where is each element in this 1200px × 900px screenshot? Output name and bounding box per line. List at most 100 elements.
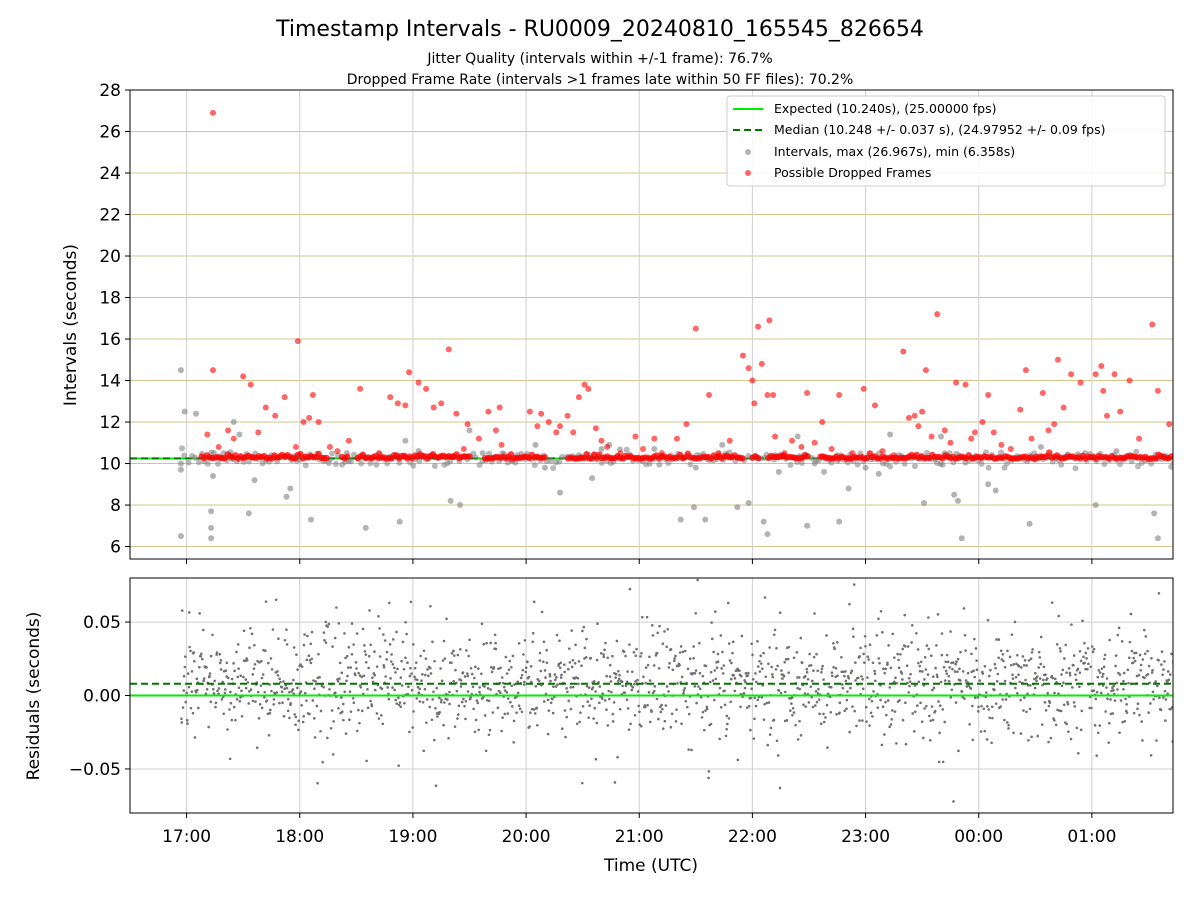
residual-point (983, 729, 987, 733)
residual-point (1162, 696, 1165, 699)
residual-point (1121, 720, 1124, 724)
residual-point (629, 722, 632, 726)
residual-point (1117, 626, 1121, 630)
interval-point (209, 472, 216, 479)
residual-point (431, 640, 434, 644)
residual-point (768, 646, 771, 649)
residual-point (234, 718, 237, 722)
residual-point (1027, 659, 1031, 662)
residual-point (917, 680, 921, 684)
dropped-frame-point (1111, 371, 1118, 378)
residual-point (607, 689, 611, 693)
residual-point (603, 698, 607, 702)
residual-point (754, 704, 758, 708)
residual-point (897, 666, 901, 670)
residual-point (442, 723, 445, 727)
residual-point (872, 690, 875, 693)
interval-point (702, 516, 709, 523)
residual-point (676, 682, 679, 685)
residual-point (845, 698, 849, 702)
residual-point (363, 650, 367, 653)
residual-point (628, 587, 632, 591)
residual-point (656, 631, 660, 635)
residual-point (692, 656, 695, 660)
residual-point (1072, 664, 1075, 667)
residual-point (797, 676, 801, 679)
residual-point (199, 652, 203, 656)
residual-point (244, 686, 248, 690)
residual-point (760, 696, 764, 699)
interval-point (1154, 535, 1161, 542)
residual-point (764, 675, 768, 678)
dropped-frame-point (745, 365, 752, 372)
residual-point (982, 707, 986, 711)
interval-point (447, 458, 454, 465)
residual-point (809, 663, 813, 667)
residual-point (729, 677, 733, 681)
residual-point (876, 706, 880, 709)
residual-point (369, 699, 372, 703)
residual-point (973, 675, 976, 679)
residual-point (593, 706, 597, 710)
dropped-frame-point (754, 454, 762, 462)
residual-point (750, 687, 754, 691)
residual-point (1139, 663, 1143, 667)
residual-point (408, 674, 412, 678)
residual-point (947, 674, 951, 678)
residual-point (701, 710, 705, 714)
residual-point (269, 657, 273, 660)
dropped-frame-point (953, 379, 960, 386)
dropped-frame-point (739, 455, 746, 462)
residual-point (517, 641, 521, 645)
residual-point (608, 663, 612, 667)
residual-point (483, 685, 486, 688)
residual-point (317, 652, 320, 656)
residual-point (508, 659, 512, 663)
residual-point (771, 675, 775, 679)
dropped-frame-point (1017, 406, 1024, 413)
dropped-frame-point (1174, 438, 1180, 444)
residual-point (1169, 707, 1172, 711)
residual-point (529, 680, 533, 684)
residual-point (849, 671, 853, 675)
residual-point (326, 736, 329, 740)
residual-point (354, 661, 358, 664)
residual-point (913, 684, 917, 687)
dropped-frame-point (496, 404, 503, 411)
residual-point (738, 669, 741, 672)
residual-point (352, 701, 356, 705)
residual-point (1084, 651, 1088, 655)
residual-point (705, 705, 709, 709)
residual-point (1024, 678, 1027, 682)
residual-point (942, 665, 946, 669)
residual-point (1159, 708, 1163, 712)
residual-point (511, 654, 515, 658)
residual-point (784, 658, 788, 661)
residual-point (1046, 677, 1049, 680)
residual-point (699, 695, 703, 699)
residual-point (929, 719, 932, 722)
residual-point (663, 719, 667, 723)
residual-point (580, 664, 583, 668)
dropped-frame-point (553, 429, 560, 436)
interval-point (192, 454, 199, 461)
dropped-frame-point (1046, 449, 1053, 456)
residual-point (239, 674, 243, 678)
residual-point (1054, 723, 1058, 727)
residual-point (889, 723, 893, 726)
residual-point (577, 660, 581, 663)
residual-point (204, 692, 208, 696)
residual-point (209, 700, 213, 704)
residual-point (432, 738, 436, 742)
residual-point (1166, 680, 1169, 684)
residual-point (1012, 731, 1015, 735)
residual-point (188, 645, 191, 649)
residual-point (686, 667, 690, 671)
residual-point (780, 669, 783, 672)
x-tick-label: 01:00 (1067, 827, 1116, 847)
residual-point (532, 708, 536, 711)
residual-point (865, 720, 868, 723)
residual-point (217, 687, 221, 690)
interval-point (887, 431, 894, 438)
residual-point (906, 645, 910, 648)
